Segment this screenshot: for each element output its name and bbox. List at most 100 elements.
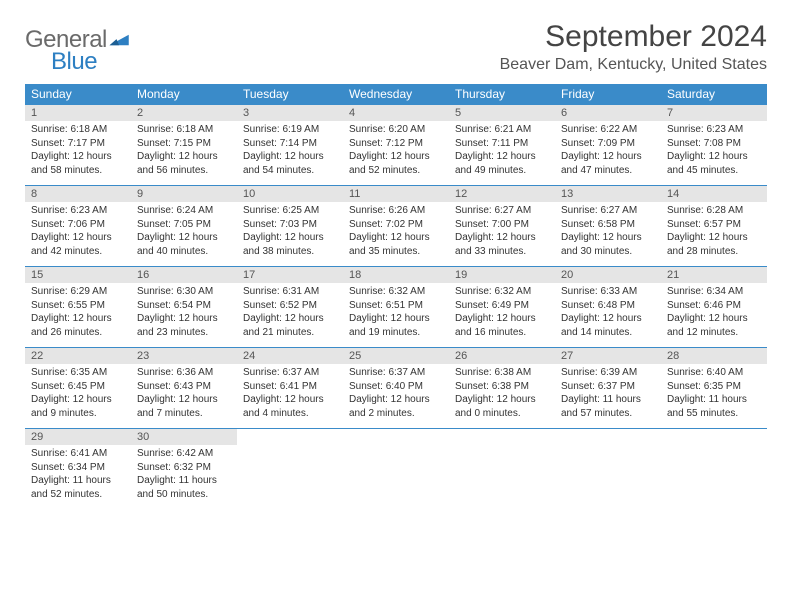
- day-cell: 25Sunrise: 6:37 AMSunset: 6:40 PMDayligh…: [343, 348, 449, 429]
- day-body: Sunrise: 6:37 AMSunset: 6:41 PMDaylight:…: [237, 364, 343, 428]
- day-body: Sunrise: 6:20 AMSunset: 7:12 PMDaylight:…: [343, 121, 449, 185]
- day-cell: [343, 429, 449, 510]
- weekday-header: Monday: [131, 84, 237, 105]
- day-body: Sunrise: 6:32 AMSunset: 6:51 PMDaylight:…: [343, 283, 449, 347]
- title-block: September 2024 Beaver Dam, Kentucky, Uni…: [500, 20, 767, 74]
- sunset-text: Sunset: 6:34 PM: [31, 461, 125, 475]
- day-cell: 12Sunrise: 6:27 AMSunset: 7:00 PMDayligh…: [449, 186, 555, 267]
- sunset-text: Sunset: 6:32 PM: [137, 461, 231, 475]
- daylight-text: Daylight: 12 hours and 54 minutes.: [243, 150, 337, 177]
- day-number: 28: [661, 348, 767, 364]
- day-number: 18: [343, 267, 449, 283]
- week-row: 1Sunrise: 6:18 AMSunset: 7:17 PMDaylight…: [25, 105, 767, 186]
- sunset-text: Sunset: 6:52 PM: [243, 299, 337, 313]
- sunrise-text: Sunrise: 6:35 AM: [31, 366, 125, 380]
- sunrise-text: Sunrise: 6:19 AM: [243, 123, 337, 137]
- day-cell: 24Sunrise: 6:37 AMSunset: 6:41 PMDayligh…: [237, 348, 343, 429]
- day-body: Sunrise: 6:18 AMSunset: 7:17 PMDaylight:…: [25, 121, 131, 185]
- sunset-text: Sunset: 7:02 PM: [349, 218, 443, 232]
- sunset-text: Sunset: 6:40 PM: [349, 380, 443, 394]
- daylight-text: Daylight: 12 hours and 21 minutes.: [243, 312, 337, 339]
- sunrise-text: Sunrise: 6:34 AM: [667, 285, 761, 299]
- day-body: Sunrise: 6:33 AMSunset: 6:48 PMDaylight:…: [555, 283, 661, 347]
- daylight-text: Daylight: 12 hours and 38 minutes.: [243, 231, 337, 258]
- daylight-text: Daylight: 12 hours and 40 minutes.: [137, 231, 231, 258]
- logo: General Blue: [25, 20, 131, 76]
- daylight-text: Daylight: 12 hours and 14 minutes.: [561, 312, 655, 339]
- sunrise-text: Sunrise: 6:37 AM: [243, 366, 337, 380]
- day-body: Sunrise: 6:29 AMSunset: 6:55 PMDaylight:…: [25, 283, 131, 347]
- sunrise-text: Sunrise: 6:27 AM: [561, 204, 655, 218]
- sunrise-text: Sunrise: 6:23 AM: [31, 204, 125, 218]
- day-number: 29: [25, 429, 131, 445]
- sunset-text: Sunset: 7:00 PM: [455, 218, 549, 232]
- header: General Blue September 2024 Beaver Dam, …: [25, 20, 767, 76]
- day-body: Sunrise: 6:42 AMSunset: 6:32 PMDaylight:…: [131, 445, 237, 509]
- day-number: 26: [449, 348, 555, 364]
- sunset-text: Sunset: 7:05 PM: [137, 218, 231, 232]
- day-cell: 19Sunrise: 6:32 AMSunset: 6:49 PMDayligh…: [449, 267, 555, 348]
- day-number: 30: [131, 429, 237, 445]
- daylight-text: Daylight: 12 hours and 16 minutes.: [455, 312, 549, 339]
- week-row: 22Sunrise: 6:35 AMSunset: 6:45 PMDayligh…: [25, 348, 767, 429]
- day-body: Sunrise: 6:27 AMSunset: 6:58 PMDaylight:…: [555, 202, 661, 266]
- sunset-text: Sunset: 6:58 PM: [561, 218, 655, 232]
- day-number: 5: [449, 105, 555, 121]
- sunset-text: Sunset: 6:48 PM: [561, 299, 655, 313]
- day-cell: 14Sunrise: 6:28 AMSunset: 6:57 PMDayligh…: [661, 186, 767, 267]
- sunrise-text: Sunrise: 6:24 AM: [137, 204, 231, 218]
- day-body: Sunrise: 6:31 AMSunset: 6:52 PMDaylight:…: [237, 283, 343, 347]
- day-number: 16: [131, 267, 237, 283]
- day-cell: [661, 429, 767, 510]
- day-number: 23: [131, 348, 237, 364]
- sunrise-text: Sunrise: 6:38 AM: [455, 366, 549, 380]
- daylight-text: Daylight: 12 hours and 45 minutes.: [667, 150, 761, 177]
- sunrise-text: Sunrise: 6:40 AM: [667, 366, 761, 380]
- day-body: Sunrise: 6:25 AMSunset: 7:03 PMDaylight:…: [237, 202, 343, 266]
- sunrise-text: Sunrise: 6:26 AM: [349, 204, 443, 218]
- sunset-text: Sunset: 7:14 PM: [243, 137, 337, 151]
- weekday-header: Sunday: [25, 84, 131, 105]
- daylight-text: Daylight: 12 hours and 9 minutes.: [31, 393, 125, 420]
- sunset-text: Sunset: 6:49 PM: [455, 299, 549, 313]
- day-cell: [237, 429, 343, 510]
- day-number: 25: [343, 348, 449, 364]
- day-cell: 3Sunrise: 6:19 AMSunset: 7:14 PMDaylight…: [237, 105, 343, 186]
- day-cell: 8Sunrise: 6:23 AMSunset: 7:06 PMDaylight…: [25, 186, 131, 267]
- sunset-text: Sunset: 7:17 PM: [31, 137, 125, 151]
- day-cell: 20Sunrise: 6:33 AMSunset: 6:48 PMDayligh…: [555, 267, 661, 348]
- sunrise-text: Sunrise: 6:37 AM: [349, 366, 443, 380]
- sunrise-text: Sunrise: 6:29 AM: [31, 285, 125, 299]
- sunrise-text: Sunrise: 6:32 AM: [349, 285, 443, 299]
- daylight-text: Daylight: 11 hours and 52 minutes.: [31, 474, 125, 501]
- daylight-text: Daylight: 12 hours and 26 minutes.: [31, 312, 125, 339]
- sunrise-text: Sunrise: 6:39 AM: [561, 366, 655, 380]
- day-body: Sunrise: 6:30 AMSunset: 6:54 PMDaylight:…: [131, 283, 237, 347]
- day-cell: [449, 429, 555, 510]
- sunrise-text: Sunrise: 6:25 AM: [243, 204, 337, 218]
- day-number: 24: [237, 348, 343, 364]
- day-number: 15: [25, 267, 131, 283]
- sunset-text: Sunset: 6:46 PM: [667, 299, 761, 313]
- day-body: Sunrise: 6:22 AMSunset: 7:09 PMDaylight:…: [555, 121, 661, 185]
- day-body: Sunrise: 6:36 AMSunset: 6:43 PMDaylight:…: [131, 364, 237, 428]
- daylight-text: Daylight: 12 hours and 23 minutes.: [137, 312, 231, 339]
- sunset-text: Sunset: 6:41 PM: [243, 380, 337, 394]
- day-body: Sunrise: 6:19 AMSunset: 7:14 PMDaylight:…: [237, 121, 343, 185]
- day-body: Sunrise: 6:23 AMSunset: 7:06 PMDaylight:…: [25, 202, 131, 266]
- day-cell: 30Sunrise: 6:42 AMSunset: 6:32 PMDayligh…: [131, 429, 237, 510]
- sunset-text: Sunset: 7:06 PM: [31, 218, 125, 232]
- sunrise-text: Sunrise: 6:31 AM: [243, 285, 337, 299]
- sunrise-text: Sunrise: 6:42 AM: [137, 447, 231, 461]
- day-number: 14: [661, 186, 767, 202]
- weekday-header: Thursday: [449, 84, 555, 105]
- sunrise-text: Sunrise: 6:27 AM: [455, 204, 549, 218]
- day-number: 17: [237, 267, 343, 283]
- day-number: 22: [25, 348, 131, 364]
- sunrise-text: Sunrise: 6:21 AM: [455, 123, 549, 137]
- sunrise-text: Sunrise: 6:30 AM: [137, 285, 231, 299]
- sunrise-text: Sunrise: 6:22 AM: [561, 123, 655, 137]
- sunset-text: Sunset: 6:43 PM: [137, 380, 231, 394]
- daylight-text: Daylight: 12 hours and 52 minutes.: [349, 150, 443, 177]
- day-cell: 22Sunrise: 6:35 AMSunset: 6:45 PMDayligh…: [25, 348, 131, 429]
